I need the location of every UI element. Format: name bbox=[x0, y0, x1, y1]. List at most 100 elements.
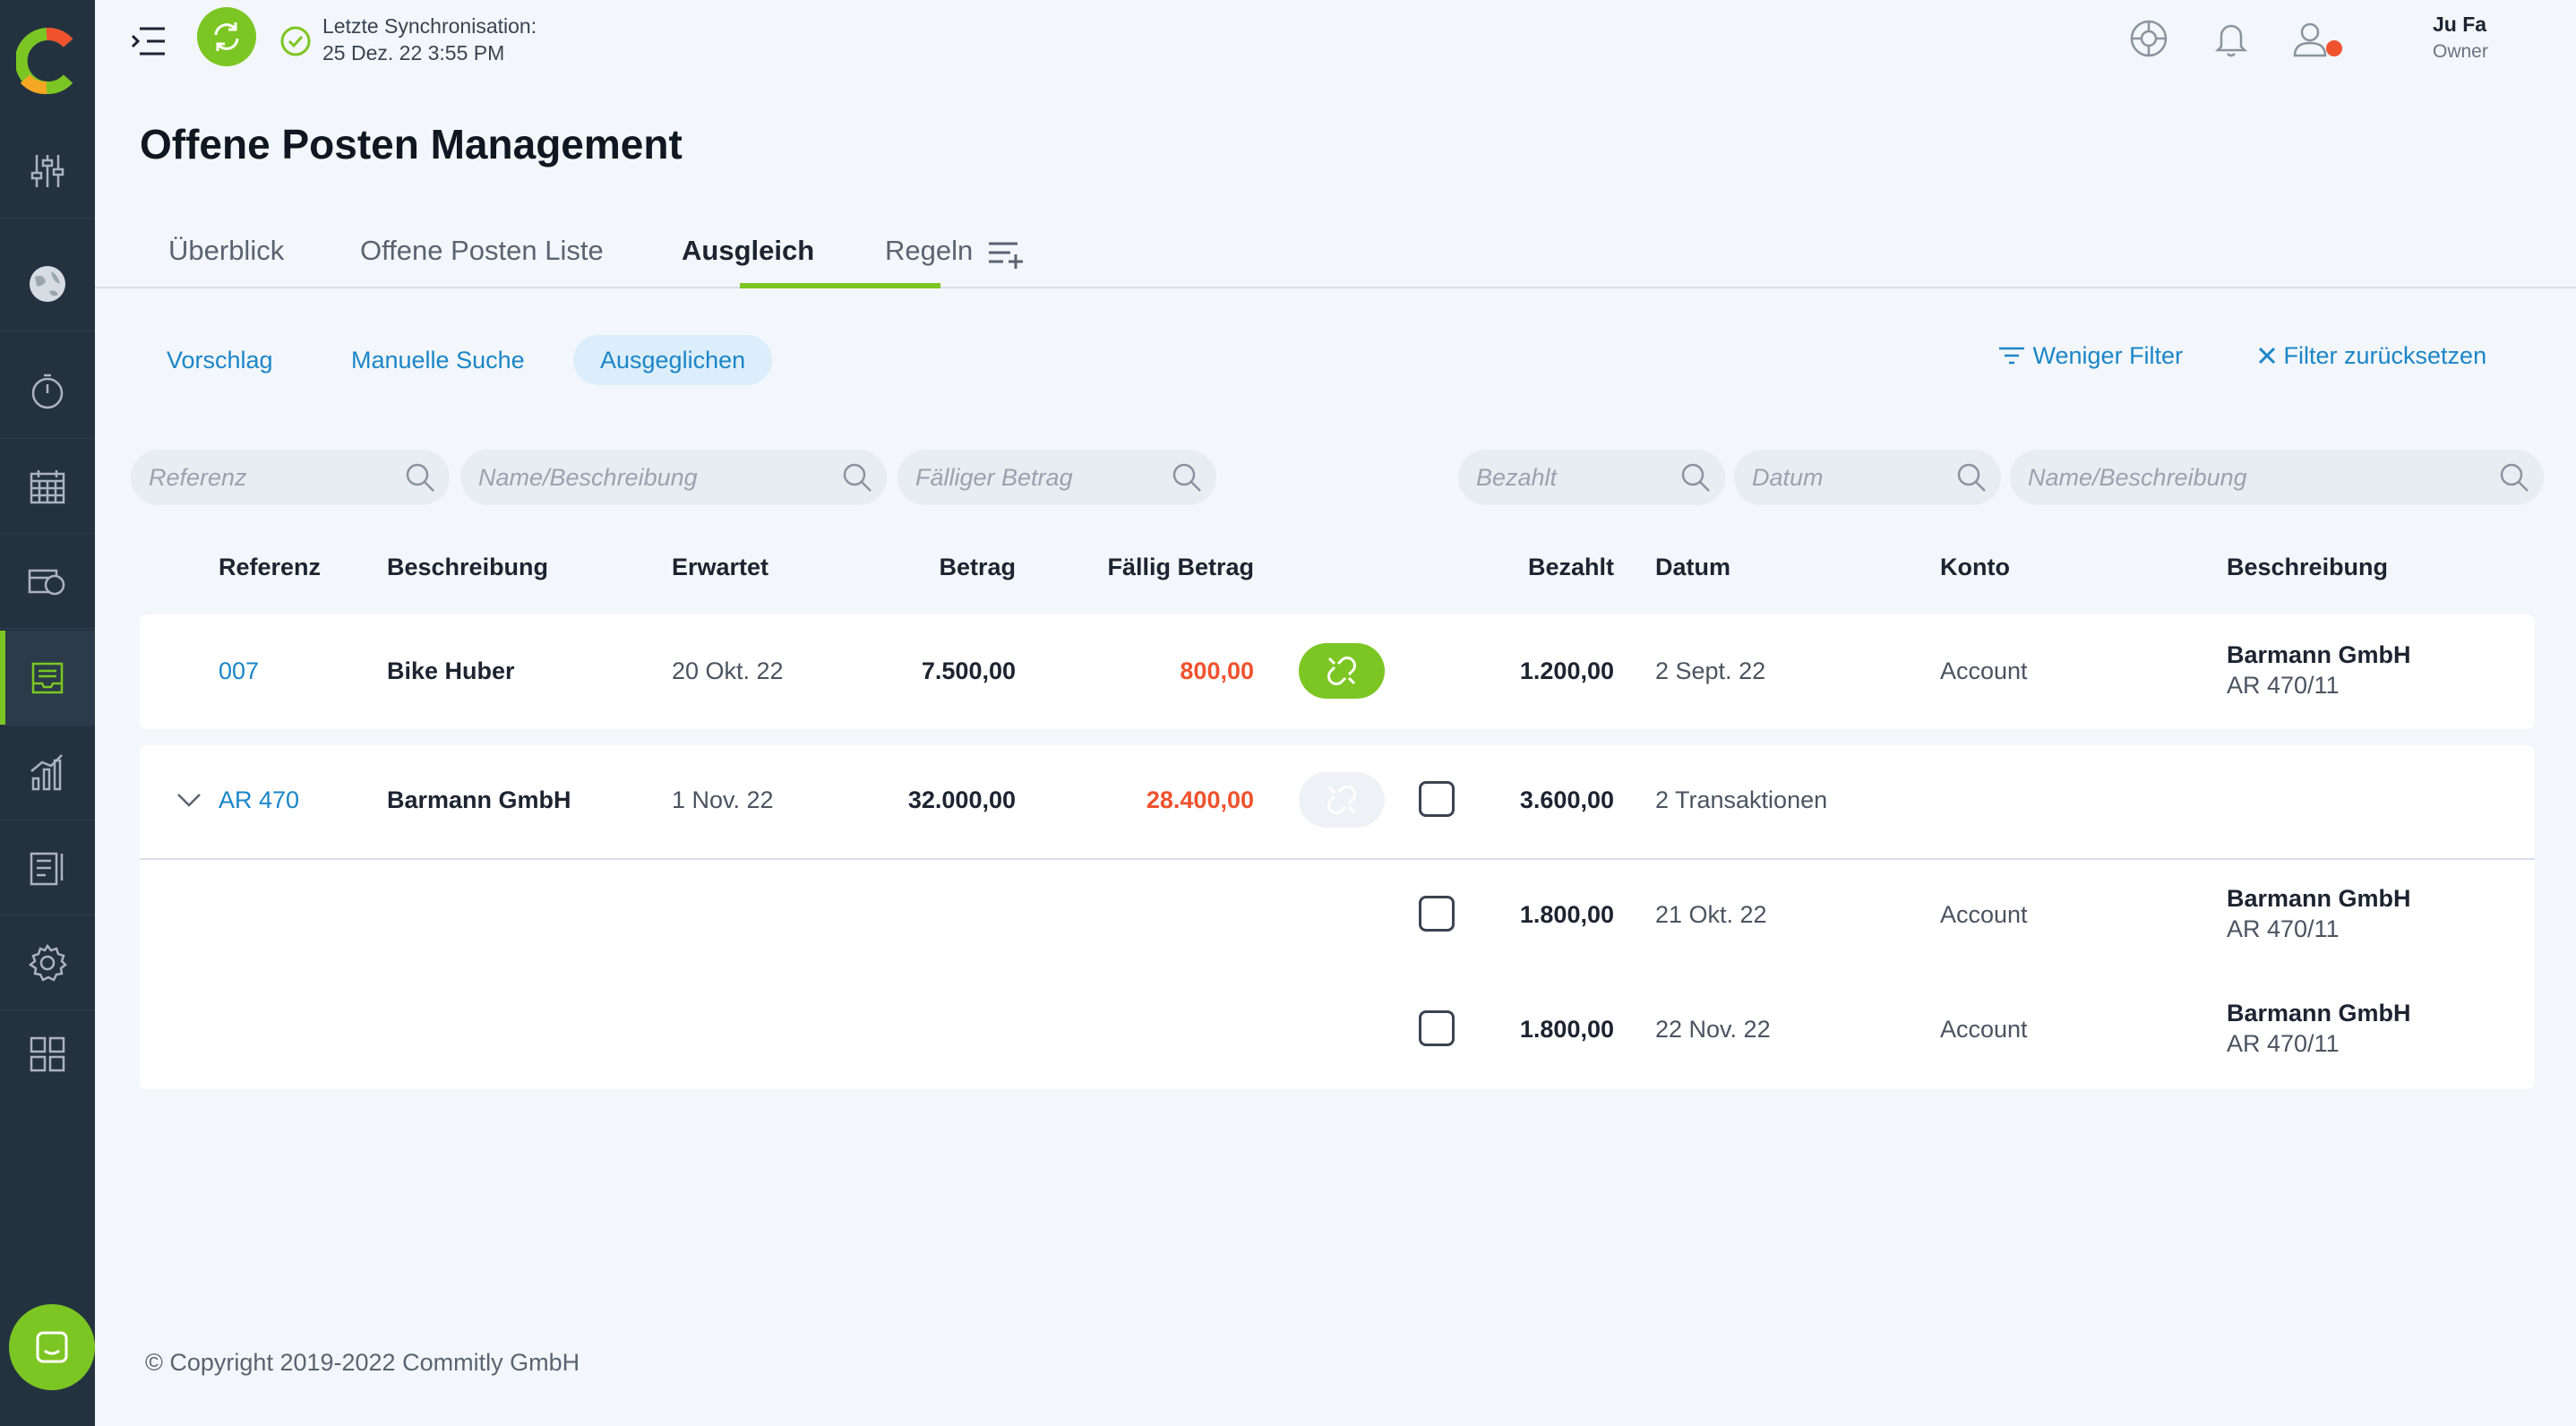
sync-label: Letzte Synchronisation: bbox=[322, 14, 537, 38]
menu-toggle-icon[interactable] bbox=[129, 25, 168, 57]
transaction-payee-ref: AR 470/11 bbox=[2227, 915, 2340, 942]
user-name[interactable]: Ju Fa bbox=[2433, 13, 2487, 36]
sync-icon bbox=[214, 22, 239, 51]
search-name-left-placeholder: Name/Beschreibung bbox=[478, 464, 698, 491]
search-referenz-input[interactable]: Referenz bbox=[131, 450, 450, 505]
row-payee: Barmann GmbH bbox=[2227, 641, 2411, 668]
row-date: 2 Sept. 22 bbox=[1655, 657, 1766, 684]
search-icon bbox=[1172, 463, 1201, 492]
chat-icon bbox=[36, 1331, 68, 1363]
bell-icon[interactable] bbox=[2211, 18, 2252, 59]
row-select-checkbox[interactable] bbox=[1419, 781, 1455, 817]
footer-copyright: © Copyright 2019-2022 Commitly GmbH bbox=[145, 1349, 580, 1376]
subnav-vorschlag[interactable]: Vorschlag bbox=[167, 347, 273, 374]
transaction-payee: Barmann GmbH bbox=[2227, 1000, 2411, 1027]
sidebar-item-open-items[interactable] bbox=[0, 631, 95, 726]
sliders-icon bbox=[30, 154, 64, 187]
row-due-amount: 28.400,00 bbox=[1146, 786, 1254, 813]
subnav-ausgeglichen[interactable]: Ausgeglichen bbox=[573, 335, 773, 385]
inbox-tray-icon bbox=[31, 662, 64, 693]
tab-offene-posten-liste[interactable]: Offene Posten Liste bbox=[360, 235, 604, 266]
help-lifebuoy-icon[interactable] bbox=[2128, 18, 2169, 59]
add-filter-icon[interactable] bbox=[987, 238, 1026, 271]
user-role: Owner bbox=[2433, 41, 2488, 62]
less-filter-label: Weniger Filter bbox=[2032, 342, 2184, 369]
chevron-down-icon[interactable] bbox=[176, 790, 202, 810]
row-divider bbox=[140, 858, 2535, 860]
top-bar: Letzte Synchronisation: 25 Dez. 22 3:55 … bbox=[95, 0, 2576, 81]
transaction-account: Account bbox=[1940, 1016, 2028, 1043]
subnav-manuelle-suche[interactable]: Manuelle Suche bbox=[351, 347, 525, 374]
sync-button[interactable] bbox=[197, 7, 256, 66]
reset-filter-button[interactable]: Filter zurücksetzen bbox=[2257, 342, 2486, 370]
row-ref-link[interactable]: AR 470 bbox=[219, 786, 300, 813]
row-ref-link[interactable]: 007 bbox=[219, 657, 260, 684]
close-icon bbox=[2258, 347, 2276, 365]
search-bezahlt-input[interactable]: Bezahlt bbox=[1458, 450, 1725, 505]
sidebar-item-settings[interactable] bbox=[0, 915, 95, 1010]
col-header-betrag[interactable]: Betrag bbox=[939, 554, 1016, 580]
search-icon bbox=[843, 463, 872, 492]
search-datum-input[interactable]: Datum bbox=[1734, 450, 2001, 505]
sync-time: 25 Dez. 22 3:55 PM bbox=[322, 41, 505, 64]
sidebar-item-analytics[interactable] bbox=[0, 726, 95, 820]
sidebar bbox=[0, 0, 95, 1426]
bar-chart-icon bbox=[30, 753, 63, 790]
transaction-payee-ref: AR 470/11 bbox=[2227, 1030, 2340, 1057]
globe-icon bbox=[30, 265, 65, 302]
transaction-select-checkbox[interactable] bbox=[1419, 1010, 1455, 1046]
row-description: Barmann GmbH bbox=[387, 786, 571, 813]
reset-filter-label: Filter zurücksetzen bbox=[2283, 342, 2487, 369]
col-header-erwartet[interactable]: Erwartet bbox=[672, 554, 769, 580]
tab-regeln[interactable]: Regeln bbox=[885, 235, 974, 266]
search-name-right-placeholder: Name/Beschreibung bbox=[2028, 464, 2247, 491]
unlink-button-disabled[interactable] bbox=[1299, 772, 1385, 828]
sidebar-item-calendar[interactable] bbox=[0, 439, 95, 534]
search-bezahlt-placeholder: Bezahlt bbox=[1476, 464, 1558, 491]
transaction-payee: Barmann GmbH bbox=[2227, 885, 2411, 912]
active-tab-indicator bbox=[740, 283, 940, 288]
col-header-faellig-betrag[interactable]: Fällig Betrag bbox=[1107, 554, 1254, 580]
unlink-icon bbox=[1327, 786, 1356, 814]
user-avatar-icon[interactable] bbox=[2289, 18, 2331, 59]
stopwatch-icon bbox=[31, 374, 64, 408]
sidebar-item-globe[interactable] bbox=[0, 236, 95, 331]
gear-icon bbox=[28, 943, 67, 982]
transaction-select-checkbox[interactable] bbox=[1419, 896, 1455, 932]
row-paid: 3.600,00 bbox=[1519, 786, 1614, 813]
search-icon bbox=[1681, 463, 1710, 492]
col-header-beschreibung[interactable]: Beschreibung bbox=[387, 554, 549, 580]
sidebar-item-cash[interactable] bbox=[0, 534, 95, 629]
page-title: Offene Posten Management bbox=[140, 121, 683, 168]
row-due-amount: 800,00 bbox=[1180, 657, 1254, 684]
commitly-logo[interactable] bbox=[16, 27, 77, 95]
tab-ueberblick[interactable]: Überblick bbox=[168, 235, 285, 266]
row-payee-ref: AR 470/11 bbox=[2227, 672, 2340, 699]
search-name-left-input[interactable]: Name/Beschreibung bbox=[460, 450, 887, 505]
col-header-datum[interactable]: Datum bbox=[1655, 554, 1731, 580]
chat-button[interactable] bbox=[9, 1304, 95, 1390]
search-name-right-input[interactable]: Name/Beschreibung bbox=[2010, 450, 2544, 505]
row-amount: 7.500,00 bbox=[921, 657, 1016, 684]
less-filter-button[interactable]: Weniger Filter bbox=[1997, 342, 2183, 370]
search-faelliger-betrag-input[interactable]: Fälliger Betrag bbox=[897, 450, 1216, 505]
col-header-konto[interactable]: Konto bbox=[1940, 554, 2010, 580]
col-header-referenz[interactable]: Referenz bbox=[219, 554, 322, 580]
row-account: Account bbox=[1940, 657, 2028, 684]
sidebar-item-settings-sliders[interactable] bbox=[0, 124, 95, 219]
sidebar-item-apps[interactable] bbox=[0, 1007, 95, 1102]
transaction-paid: 1.800,00 bbox=[1519, 1016, 1614, 1043]
sync-status: Letzte Synchronisation: 25 Dez. 22 3:55 … bbox=[322, 13, 537, 66]
search-datum-placeholder: Datum bbox=[1752, 464, 1824, 491]
row-transactions-count: 2 Transaktionen bbox=[1655, 786, 1828, 813]
col-header-beschreibung-right[interactable]: Beschreibung bbox=[2227, 554, 2389, 580]
sidebar-item-reports[interactable] bbox=[0, 820, 95, 915]
unlink-button[interactable] bbox=[1299, 643, 1385, 699]
col-header-bezahlt[interactable]: Bezahlt bbox=[1527, 554, 1614, 580]
sidebar-item-timer[interactable] bbox=[0, 344, 95, 439]
tab-ausgleich[interactable]: Ausgleich bbox=[682, 235, 815, 266]
check-circle-icon bbox=[280, 26, 311, 56]
row-paid: 1.200,00 bbox=[1519, 657, 1614, 684]
search-icon bbox=[406, 463, 434, 492]
table-row: 007 Bike Huber 20 Okt. 22 7.500,00 800,0… bbox=[140, 614, 2535, 729]
